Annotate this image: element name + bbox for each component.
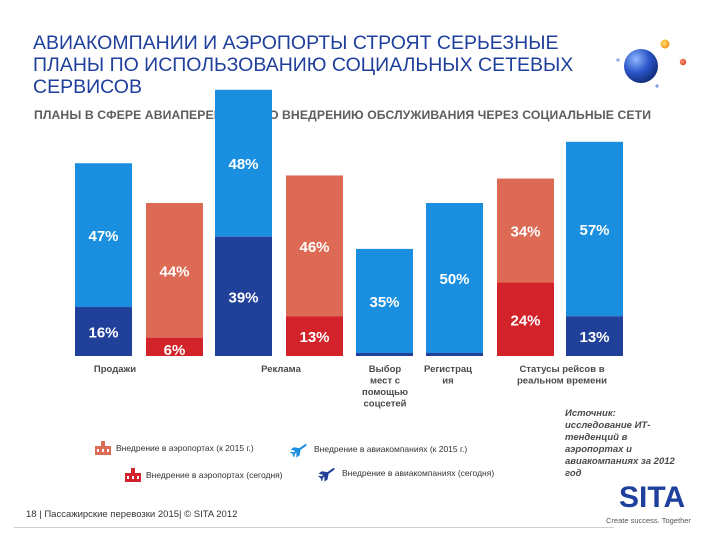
airplane-icon: [290, 444, 307, 458]
footer-divider: [14, 527, 614, 528]
bar-segment-2015: [497, 178, 554, 283]
legend-label: Внедрение в авиакомпаниях (сегодня): [342, 468, 495, 478]
bar-segment-2015: [75, 163, 132, 308]
data-label-2015: 46%: [299, 239, 329, 256]
data-label-today: 13%: [299, 329, 329, 346]
data-label-2015: 57%: [579, 222, 609, 239]
bar-segment-2015: [286, 175, 343, 317]
bar-segment-2015: [566, 141, 623, 317]
chart-subtitle: ПЛАНЫ В СФЕРЕ АВИАПЕРЕВОЗОК ПО ВНЕДРЕНИЮ…: [34, 108, 652, 122]
category-label: Реклама: [261, 364, 301, 375]
legend-airline-2015: Внедрение в авиакомпаниях (к 2015 г.): [290, 440, 467, 458]
bar-segment-today: [356, 353, 413, 356]
legend-airport-today: Внедрение в аэропортах (сегодня): [124, 467, 283, 483]
footer-text: | Пассажирские перевозки 2015| © SITA 20…: [39, 509, 238, 520]
bar-segment-today: [75, 307, 132, 356]
data-label-today: 6%: [164, 342, 186, 359]
legend-label: Внедрение в авиакомпаниях (к 2015 г.): [314, 444, 468, 454]
data-label-today: 39%: [228, 289, 258, 306]
bar-segment-today: [215, 236, 272, 356]
sita-logo: SITA: [619, 481, 686, 514]
page-title: АВИАКОМПАНИИ И АЭРОПОРТЫ СТРОЯТ СЕРЬЕЗНЫ…: [33, 32, 574, 98]
category-label: Регистрац: [424, 364, 472, 375]
bar-segment-2015: [356, 248, 413, 353]
airport-building-icon: [125, 468, 141, 482]
bar-segment-2015: [426, 203, 483, 353]
legend-airport-2015: Внедрение в аэропортах (к 2015 г.): [94, 440, 254, 456]
sita-orb-logo: [616, 39, 687, 88]
brand-tagline: Create success. Together: [606, 516, 691, 525]
bar-segment-today: [286, 316, 343, 356]
data-label-2015: 48%: [228, 156, 258, 173]
data-label-2015: 35%: [369, 294, 399, 311]
page-number: 18: [26, 509, 37, 520]
category-label: ия: [442, 376, 453, 387]
footer: 18 | Пассажирские перевозки 2015| © SITA…: [26, 509, 237, 520]
data-label-2015: 50%: [439, 271, 469, 288]
legend-label: Внедрение в аэропортах (сегодня): [146, 470, 283, 480]
category-label: мест с: [370, 376, 400, 387]
category-label: Статусы рейсов в: [519, 364, 604, 375]
bar-segment-2015: [146, 203, 203, 338]
category-label: помощью: [362, 387, 408, 398]
bar-segment-today: [566, 316, 623, 356]
category-label: Выбор: [369, 364, 402, 375]
category-label: реальном времени: [517, 376, 607, 387]
airplane-icon: [318, 468, 335, 482]
bar-segment-today: [426, 353, 483, 356]
data-label-2015: 44%: [159, 263, 189, 280]
source-note: Источник: исследование ИТ-тенденций в аэ…: [565, 408, 675, 479]
bar-segment-today: [497, 282, 554, 356]
category-label: соцсетей: [363, 399, 406, 410]
bar-chart: 47% 16% 44% 6% Продажи 48% 39% 46% 13% Реклама 35%…: [75, 89, 623, 410]
data-label-2015: 34%: [510, 224, 540, 241]
bar-segment-today: [146, 337, 203, 356]
data-label-today: 24%: [510, 312, 540, 329]
bar-segment-2015: [215, 89, 272, 237]
data-label-2015: 47%: [88, 228, 118, 245]
legend-airline-today: Внедрение в авиакомпаниях (сегодня): [318, 464, 494, 482]
category-label: Продажи: [94, 364, 136, 375]
legend-label: Внедрение в аэропортах (к 2015 г.): [116, 443, 254, 453]
data-label-today: 16%: [88, 325, 118, 342]
airport-building-icon: [95, 441, 111, 455]
data-label-today: 13%: [579, 329, 609, 346]
